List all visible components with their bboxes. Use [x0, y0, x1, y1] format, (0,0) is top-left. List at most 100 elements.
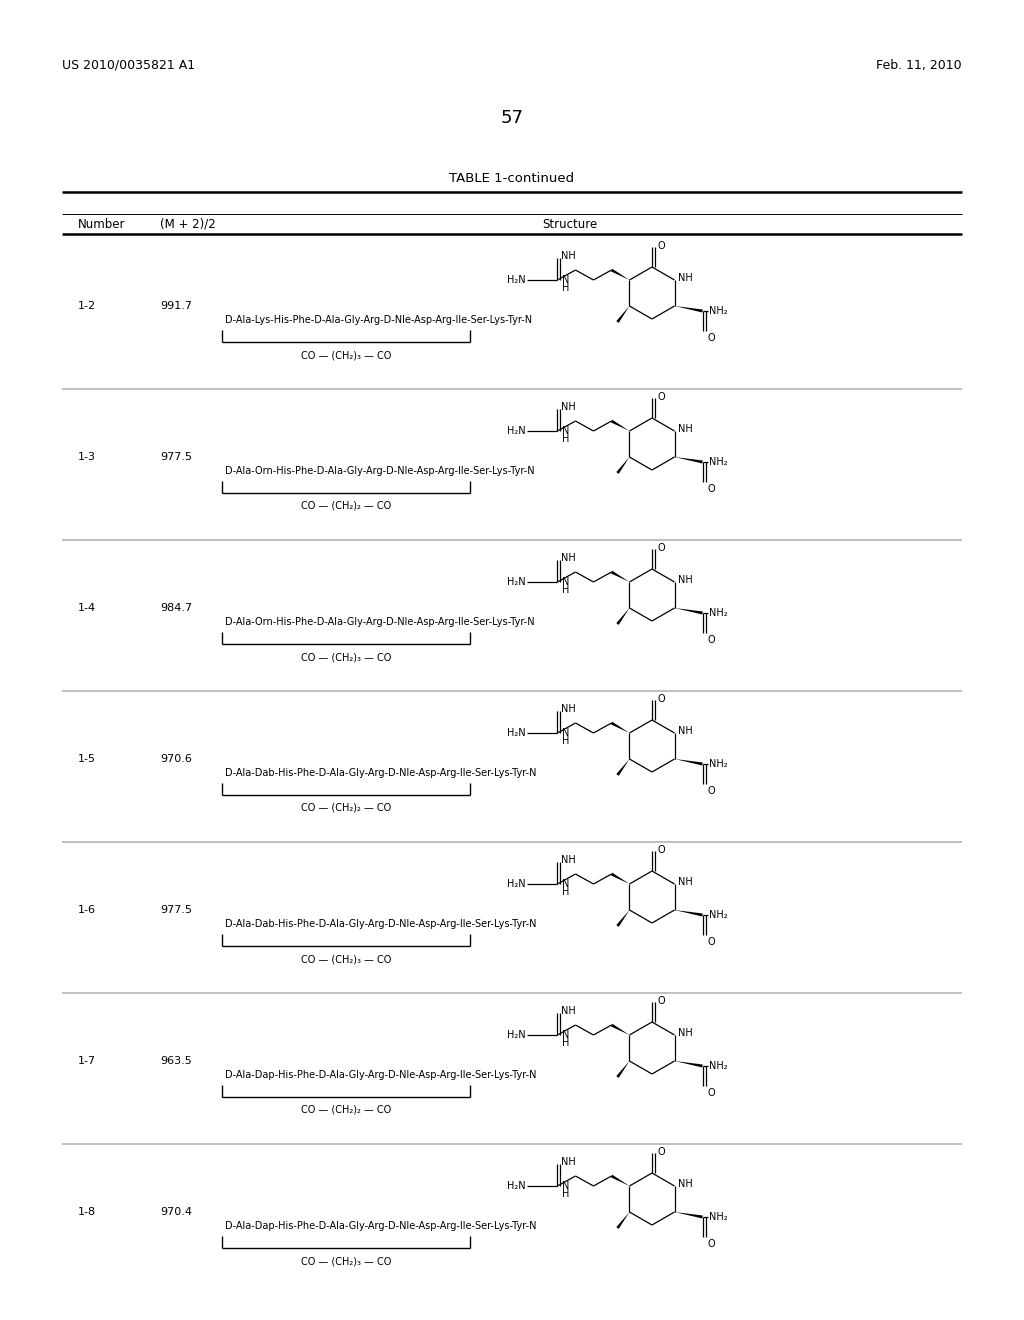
Text: N: N — [562, 577, 570, 587]
Polygon shape — [675, 1061, 702, 1068]
Text: N: N — [562, 1181, 570, 1191]
Text: D-Ala-Dap-His-Phe-D-Ala-Gly-Arg-D-Nle-Asp-Arg-Ile-Ser-Lys-Tyr-N: D-Ala-Dap-His-Phe-D-Ala-Gly-Arg-D-Nle-As… — [225, 1221, 537, 1232]
Text: O: O — [657, 392, 665, 403]
Text: NH: NH — [678, 576, 692, 585]
Text: CO — (CH₂)₃ — CO: CO — (CH₂)₃ — CO — [301, 652, 391, 663]
Polygon shape — [675, 609, 702, 615]
Text: H₂N: H₂N — [507, 729, 525, 738]
Text: NH₂: NH₂ — [709, 1061, 727, 1071]
Text: NH₂: NH₂ — [709, 457, 727, 467]
Text: CO — (CH₂)₂ — CO: CO — (CH₂)₂ — CO — [301, 1105, 391, 1115]
Text: O: O — [657, 1147, 665, 1158]
Text: D-Ala-Dab-His-Phe-D-Ala-Gly-Arg-D-Nle-Asp-Arg-Ile-Ser-Lys-Tyr-N: D-Ala-Dab-His-Phe-D-Ala-Gly-Arg-D-Nle-As… — [225, 768, 537, 777]
Text: 970.6: 970.6 — [160, 754, 191, 764]
Polygon shape — [616, 609, 630, 624]
Text: 977.5: 977.5 — [160, 451, 193, 462]
Text: 991.7: 991.7 — [160, 301, 193, 312]
Text: H: H — [562, 282, 570, 293]
Text: NH: NH — [561, 1006, 577, 1016]
Polygon shape — [616, 1212, 630, 1229]
Text: US 2010/0035821 A1: US 2010/0035821 A1 — [62, 58, 196, 71]
Polygon shape — [616, 306, 630, 323]
Polygon shape — [675, 759, 702, 766]
Text: NH: NH — [561, 553, 577, 564]
Text: 1-8: 1-8 — [78, 1206, 96, 1217]
Text: NH: NH — [561, 704, 577, 714]
Text: CO — (CH₂)₂ — CO: CO — (CH₂)₂ — CO — [301, 803, 391, 813]
Text: Structure: Structure — [543, 218, 598, 231]
Text: O: O — [657, 997, 665, 1006]
Text: D-Ala-Lys-His-Phe-D-Ala-Gly-Arg-D-Nle-Asp-Arg-Ile-Ser-Lys-Tyr-N: D-Ala-Lys-His-Phe-D-Ala-Gly-Arg-D-Nle-As… — [225, 315, 532, 325]
Text: H₂N: H₂N — [507, 879, 525, 888]
Text: O: O — [657, 242, 665, 251]
Text: NH: NH — [561, 403, 577, 412]
Text: NH₂: NH₂ — [709, 306, 727, 315]
Text: N: N — [562, 729, 570, 738]
Polygon shape — [610, 269, 630, 280]
Text: O: O — [657, 694, 665, 704]
Polygon shape — [616, 759, 630, 776]
Text: H₂N: H₂N — [507, 426, 525, 436]
Text: O: O — [657, 543, 665, 553]
Text: 1-4: 1-4 — [78, 603, 96, 612]
Text: H: H — [562, 434, 570, 444]
Text: H: H — [562, 887, 570, 898]
Text: D-Ala-Dap-His-Phe-D-Ala-Gly-Arg-D-Nle-Asp-Arg-Ile-Ser-Lys-Tyr-N: D-Ala-Dap-His-Phe-D-Ala-Gly-Arg-D-Nle-As… — [225, 1071, 537, 1080]
Polygon shape — [616, 457, 630, 474]
Text: D-Ala-Orn-His-Phe-D-Ala-Gly-Arg-D-Nle-Asp-Arg-Ile-Ser-Lys-Tyr-N: D-Ala-Orn-His-Phe-D-Ala-Gly-Arg-D-Nle-As… — [225, 616, 535, 627]
Text: TABLE 1-continued: TABLE 1-continued — [450, 172, 574, 185]
Text: 1-3: 1-3 — [78, 451, 96, 462]
Text: NH₂: NH₂ — [709, 609, 727, 618]
Text: 1-7: 1-7 — [78, 1056, 96, 1067]
Text: D-Ala-Dab-His-Phe-D-Ala-Gly-Arg-D-Nle-Asp-Arg-Ile-Ser-Lys-Tyr-N: D-Ala-Dab-His-Phe-D-Ala-Gly-Arg-D-Nle-As… — [225, 919, 537, 929]
Text: NH: NH — [678, 424, 692, 434]
Text: NH: NH — [678, 1179, 692, 1189]
Text: NH: NH — [561, 855, 577, 865]
Text: H: H — [562, 1038, 570, 1048]
Polygon shape — [610, 420, 630, 432]
Text: O: O — [708, 937, 715, 946]
Text: NH: NH — [678, 1028, 692, 1038]
Text: H₂N: H₂N — [507, 1030, 525, 1040]
Text: H: H — [562, 737, 570, 746]
Text: D-Ala-Orn-His-Phe-D-Ala-Gly-Arg-D-Nle-Asp-Arg-Ile-Ser-Lys-Tyr-N: D-Ala-Orn-His-Phe-D-Ala-Gly-Arg-D-Nle-As… — [225, 466, 535, 477]
Text: CO — (CH₂)₃ — CO: CO — (CH₂)₃ — CO — [301, 350, 391, 360]
Text: 963.5: 963.5 — [160, 1056, 191, 1067]
Text: NH: NH — [678, 876, 692, 887]
Text: 984.7: 984.7 — [160, 603, 193, 612]
Text: CO — (CH₂)₂ — CO: CO — (CH₂)₂ — CO — [301, 502, 391, 511]
Text: H₂N: H₂N — [507, 577, 525, 587]
Polygon shape — [610, 1024, 630, 1035]
Text: Feb. 11, 2010: Feb. 11, 2010 — [877, 58, 962, 71]
Text: CO — (CH₂)₃ — CO: CO — (CH₂)₃ — CO — [301, 1257, 391, 1266]
Text: Number: Number — [78, 218, 126, 231]
Text: N: N — [562, 879, 570, 888]
Text: NH: NH — [678, 726, 692, 737]
Text: O: O — [708, 1239, 715, 1249]
Text: O: O — [657, 845, 665, 855]
Text: O: O — [708, 1088, 715, 1098]
Polygon shape — [616, 1061, 630, 1078]
Polygon shape — [675, 1212, 702, 1218]
Polygon shape — [675, 457, 702, 463]
Text: O: O — [708, 635, 715, 645]
Text: 970.4: 970.4 — [160, 1206, 193, 1217]
Text: H₂N: H₂N — [507, 1181, 525, 1191]
Text: 1-5: 1-5 — [78, 754, 96, 764]
Text: H: H — [562, 585, 570, 595]
Text: (M + 2)/2: (M + 2)/2 — [160, 218, 216, 231]
Polygon shape — [675, 306, 702, 313]
Text: O: O — [708, 484, 715, 494]
Text: O: O — [708, 785, 715, 796]
Polygon shape — [610, 722, 630, 733]
Polygon shape — [675, 909, 702, 916]
Text: O: O — [708, 333, 715, 343]
Text: H₂N: H₂N — [507, 275, 525, 285]
Text: N: N — [562, 1030, 570, 1040]
Polygon shape — [610, 570, 630, 582]
Text: NH: NH — [678, 273, 692, 282]
Text: NH₂: NH₂ — [709, 759, 727, 770]
Text: NH: NH — [561, 251, 577, 261]
Text: CO — (CH₂)₃ — CO: CO — (CH₂)₃ — CO — [301, 954, 391, 964]
Text: 1-2: 1-2 — [78, 301, 96, 312]
